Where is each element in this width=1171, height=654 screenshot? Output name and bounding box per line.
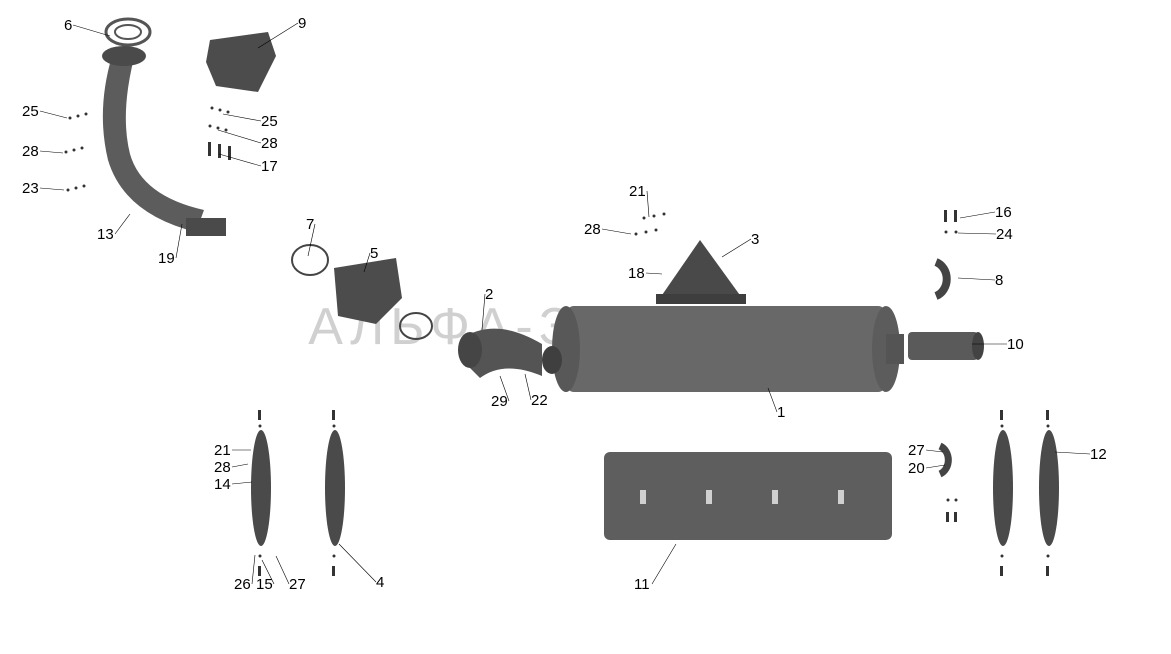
part-bracket-3-base <box>656 294 746 304</box>
callout-label-28-14: 28 <box>584 221 601 238</box>
callout-label-6-0: 6 <box>64 17 72 34</box>
part-muffler-1 <box>566 306 886 392</box>
hardware-cluster-3 <box>635 213 666 236</box>
diagram-canvas: АЛЬФА-ЗАПЧАСТИ <box>0 0 1171 654</box>
callout-label-21-13: 21 <box>629 183 646 200</box>
callout-label-8-19: 8 <box>995 272 1003 289</box>
callout-label-2-12: 2 <box>485 286 493 303</box>
callout-label-15-29: 15 <box>256 576 273 593</box>
callout-label-10-20: 10 <box>1007 336 1024 353</box>
callout-label-27-30: 27 <box>289 576 306 593</box>
part-tailpipe-10 <box>908 332 978 360</box>
part-tailpipe-10-end <box>972 332 984 360</box>
part-clamp-8 <box>936 262 947 296</box>
callout-label-28-3: 28 <box>22 143 39 160</box>
part-bracket-9 <box>206 32 276 92</box>
callout-label-18-15: 18 <box>628 265 645 282</box>
callout-label-26-28: 26 <box>234 576 251 593</box>
callout-label-4-27: 4 <box>376 574 384 591</box>
callout-label-20-33: 20 <box>908 460 925 477</box>
callout-label-17-7: 17 <box>261 158 278 175</box>
part-muffler-inlet <box>542 346 562 374</box>
part-shield-11 <box>604 452 892 540</box>
hardware-cluster-9 <box>208 107 231 161</box>
part-strap-14b <box>325 430 345 546</box>
part-pipe-bottom-flange <box>186 218 226 236</box>
callout-label-21-24: 21 <box>214 442 231 459</box>
part-clamp-27 <box>940 446 948 474</box>
part-ring-7a <box>292 245 328 275</box>
part-shield-slot-2 <box>706 490 712 504</box>
part-muffler-outlet-stub <box>886 334 904 364</box>
callout-label-7-10: 7 <box>306 216 314 233</box>
callout-label-16-17: 16 <box>995 204 1012 221</box>
part-strap-r2 <box>1039 430 1059 546</box>
callout-label-25-2: 25 <box>22 103 39 120</box>
part-shield-slot-1 <box>640 490 646 504</box>
callout-label-24-18: 24 <box>996 226 1013 243</box>
callout-label-3-16: 3 <box>751 231 759 248</box>
part-strap-r1 <box>993 430 1013 546</box>
hardware-cluster-top-left <box>65 113 88 192</box>
callout-label-28-6: 28 <box>261 135 278 152</box>
callout-label-27-32: 27 <box>908 442 925 459</box>
callout-label-28-25: 28 <box>214 459 231 476</box>
callout-label-14-26: 14 <box>214 476 231 493</box>
callout-label-12-34: 12 <box>1090 446 1107 463</box>
callout-label-25-5: 25 <box>261 113 278 130</box>
callout-label-13-8: 13 <box>97 226 114 243</box>
callout-label-5-11: 5 <box>370 245 378 262</box>
part-pipe-top-flange <box>102 46 146 66</box>
callout-label-19-9: 19 <box>158 250 175 267</box>
part-flange-6-inner <box>115 25 141 39</box>
part-flange-6 <box>106 19 150 45</box>
part-shield-slot-4 <box>838 490 844 504</box>
callout-label-22-22: 22 <box>531 392 548 409</box>
part-ring-7b <box>400 313 432 339</box>
part-5 <box>334 258 402 324</box>
part-bracket-3 <box>660 240 742 298</box>
callout-label-29-21: 29 <box>491 393 508 410</box>
callout-label-1-23: 1 <box>777 404 785 421</box>
hardware-cluster-16 <box>944 210 958 234</box>
parts-layer <box>0 0 1171 654</box>
part-strap-14a <box>251 430 271 546</box>
part-pipe-13 <box>103 56 204 232</box>
callout-label-11-31: 11 <box>634 576 650 593</box>
part-shield-slot-3 <box>772 490 778 504</box>
part-elbow-flange <box>458 332 482 368</box>
callout-label-23-4: 23 <box>22 180 39 197</box>
callout-label-9-1: 9 <box>298 15 306 32</box>
